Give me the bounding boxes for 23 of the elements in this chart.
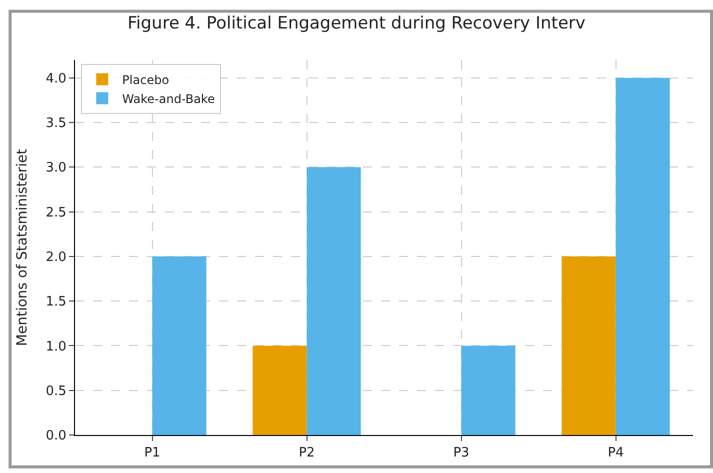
y-axis-title: Mentions of Statsministeriet bbox=[14, 148, 30, 346]
y-tick-label: 2.0 bbox=[46, 250, 66, 265]
y-tick-label: 0.5 bbox=[46, 384, 66, 399]
y-tick-label: 0.0 bbox=[46, 428, 66, 444]
y-tick-label: 2.5 bbox=[46, 205, 66, 220]
y-tick-label: 3.5 bbox=[46, 116, 66, 132]
x-tick-label: P4 bbox=[608, 446, 624, 461]
bar bbox=[152, 256, 206, 435]
legend-label: Placebo bbox=[122, 72, 170, 87]
x-tick-label: P3 bbox=[453, 446, 470, 461]
y-tick-label: 4.0 bbox=[46, 71, 66, 86]
y-tick-label: 3.0 bbox=[46, 160, 66, 176]
y-tick-label: 1.5 bbox=[46, 294, 66, 310]
x-tick-label: P2 bbox=[298, 446, 315, 461]
chart-title: Figure 4. Political Engagement during Recovery Interv bbox=[128, 13, 586, 34]
bar bbox=[461, 346, 516, 435]
bar bbox=[562, 256, 616, 435]
y-tick-label: 1.0 bbox=[46, 339, 66, 354]
legend-label: Wake-and-Bake bbox=[122, 92, 215, 106]
bar bbox=[616, 78, 670, 435]
x-tick-label: P1 bbox=[144, 446, 160, 461]
bar bbox=[306, 167, 361, 435]
bar bbox=[252, 346, 307, 435]
